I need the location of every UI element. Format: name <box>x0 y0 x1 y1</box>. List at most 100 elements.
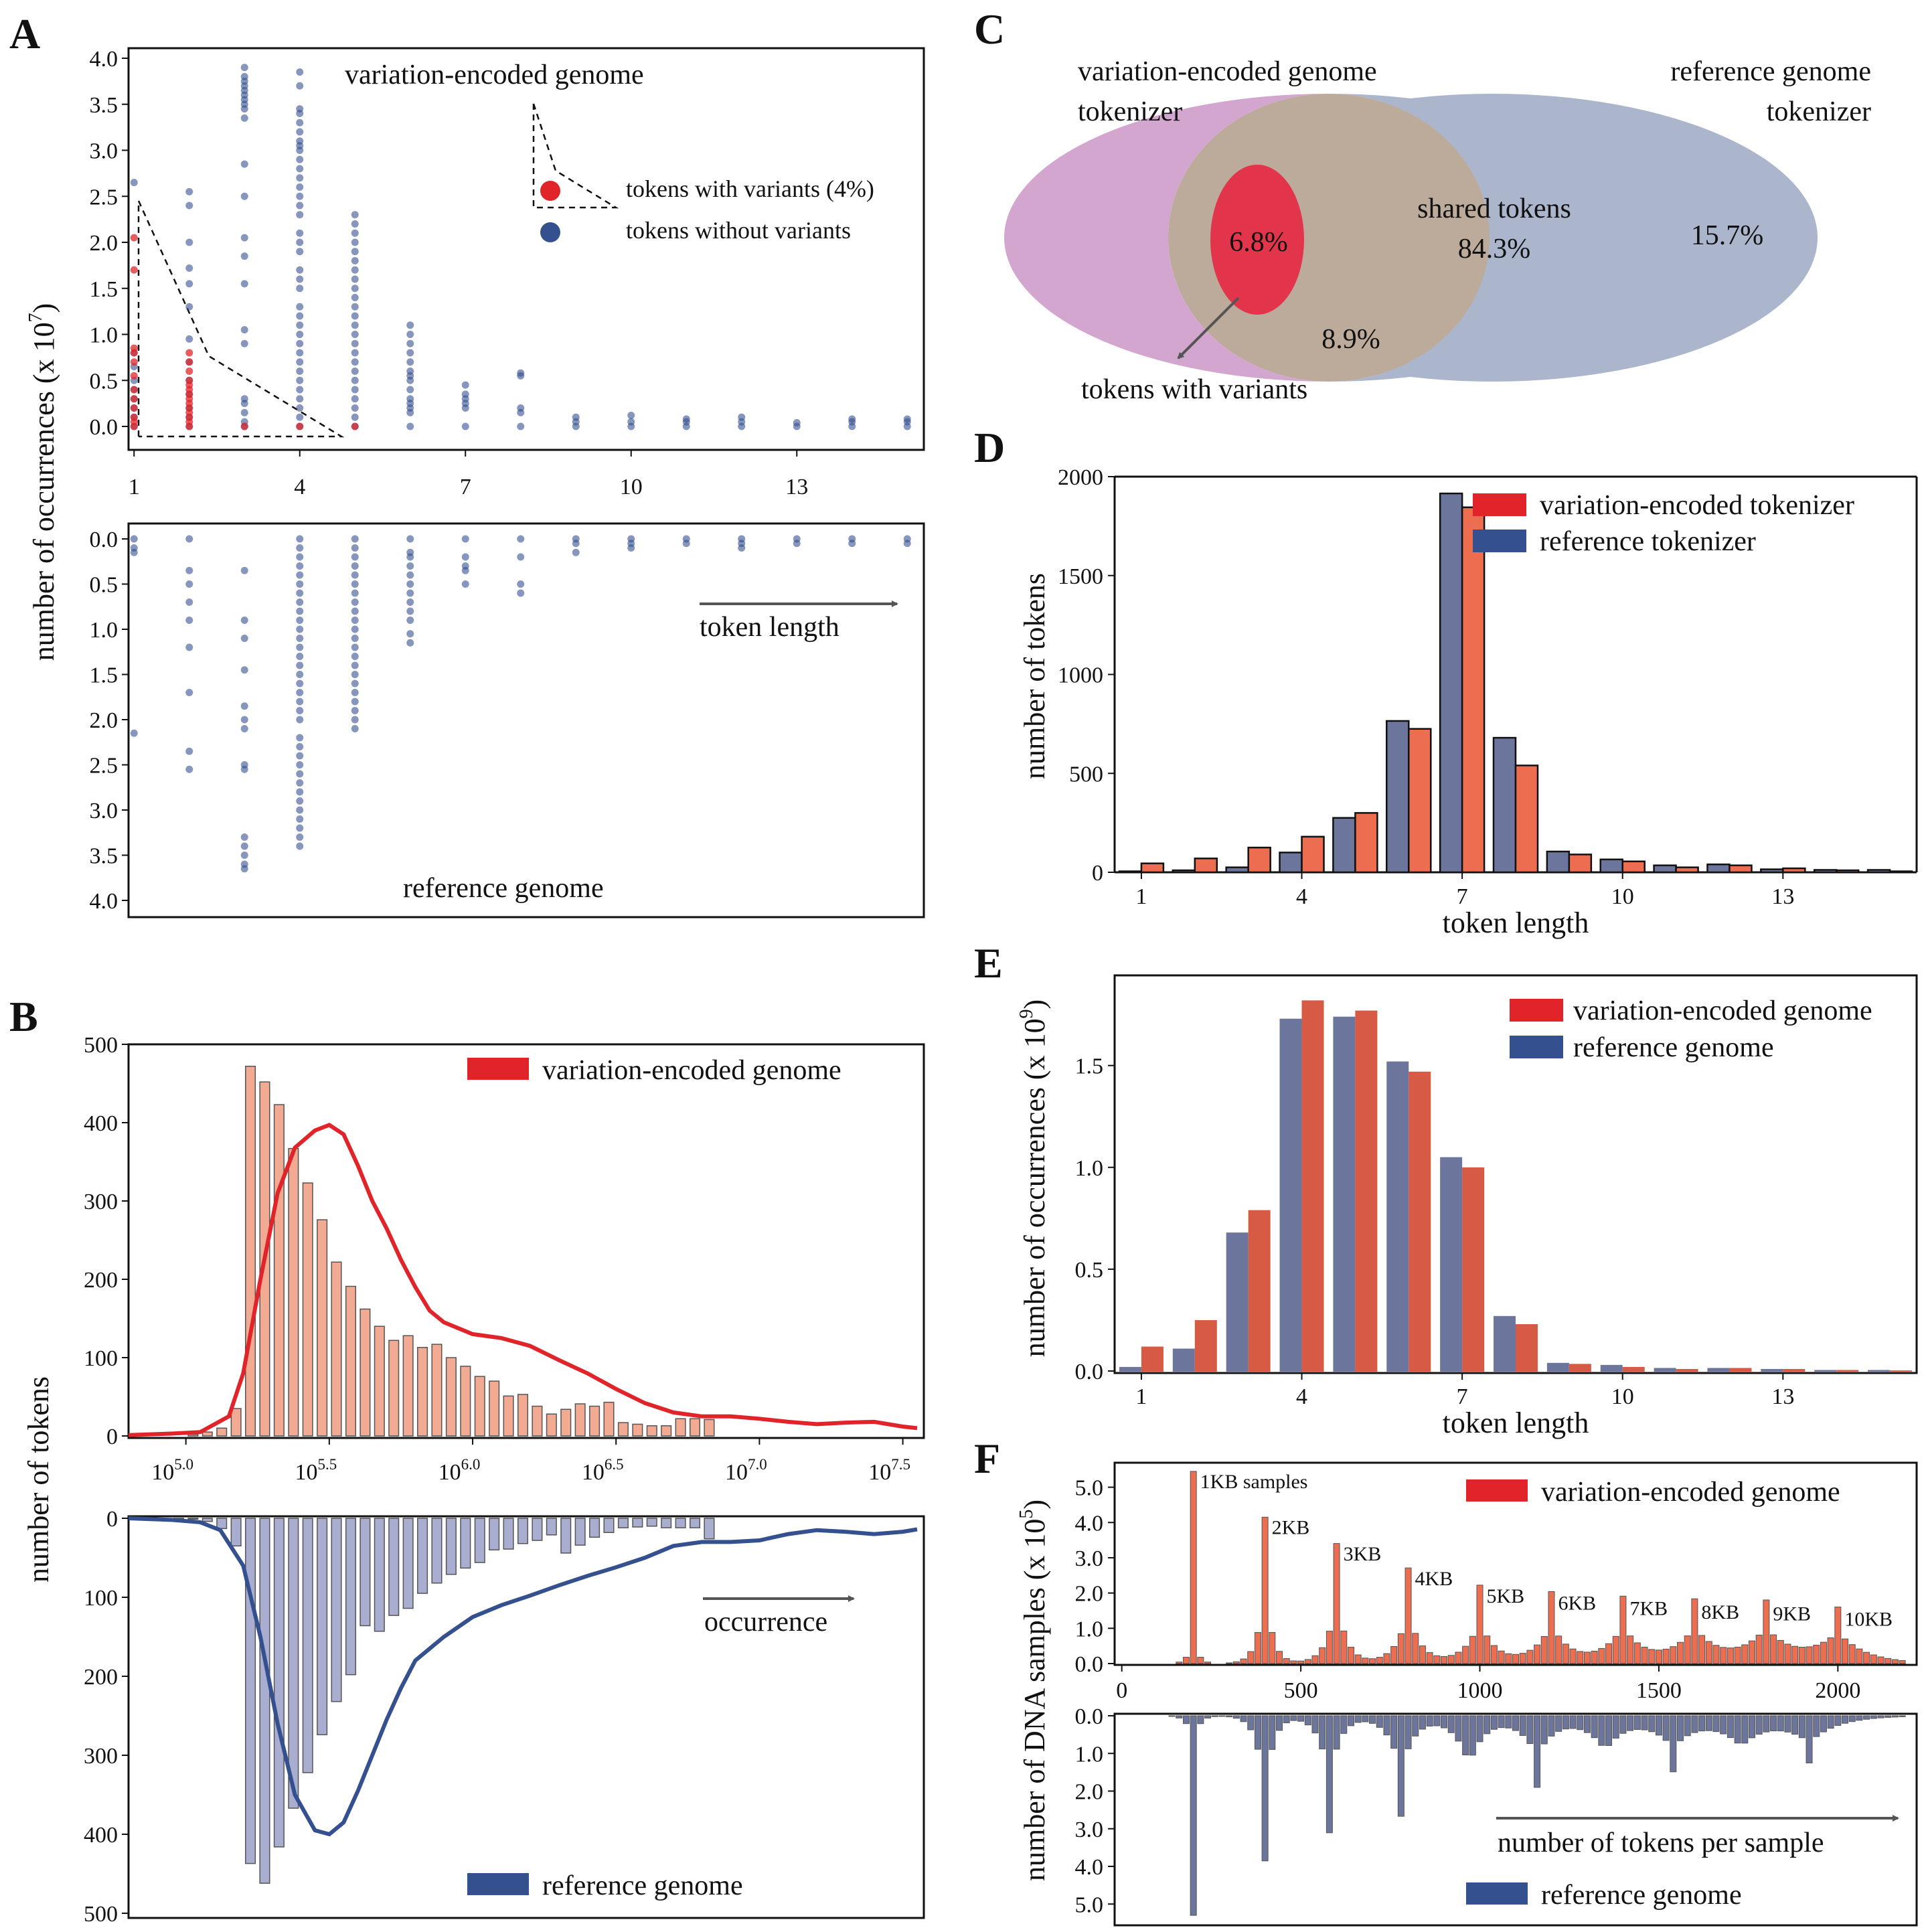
histogram-bar <box>517 1518 529 1544</box>
panel-b-bottom-y-ticks: 0 100 200 300 400 500 <box>84 1507 129 1927</box>
histogram-bar <box>1498 1715 1505 1728</box>
y-tick-label: 0.0 <box>1075 1704 1104 1729</box>
histogram-bar <box>1326 1631 1333 1664</box>
panel-f-ticks: 0.0 1.0 2.0 3.0 4.0 5.0 0.0 1.0 2.0 3.0 4.0 5.0 0 500… <box>1075 1476 1861 1918</box>
panel-e-x-axis-label: token length <box>1443 1406 1589 1439</box>
histogram-bar <box>288 1518 299 1809</box>
scatter-point-without-variants <box>240 280 248 288</box>
histogram-bar <box>1734 1646 1741 1664</box>
histogram-bar <box>689 1518 701 1528</box>
reference-genome-bar <box>1226 1232 1249 1372</box>
histogram-bar <box>1798 1715 1805 1739</box>
y-tick-label: 3.0 <box>90 799 118 823</box>
scatter-point-without-variants <box>185 335 193 343</box>
histogram-bar <box>1347 1715 1354 1726</box>
scatter-point-without-variants <box>572 413 580 421</box>
histogram-bar <box>1705 1641 1712 1664</box>
scatter-point <box>296 589 304 597</box>
scatter-point-without-variants <box>351 220 359 228</box>
peak-label: 6KB <box>1558 1593 1596 1615</box>
scatter-point-with-variants <box>130 413 138 421</box>
histogram-bar <box>1548 1715 1555 1737</box>
scatter-point <box>296 661 304 669</box>
scatter-point-without-variants <box>406 358 414 366</box>
reference-genome-bar <box>1600 1364 1623 1372</box>
scatter-point-without-variants <box>351 312 359 320</box>
scatter-point <box>185 580 193 588</box>
histogram-bar <box>617 1422 629 1437</box>
histogram-bar <box>1455 1715 1462 1742</box>
panel-e-y-axis-label: number of occurrences (x 109) <box>1016 999 1051 1357</box>
histogram-bar <box>445 1357 457 1437</box>
scatter-point-without-variants <box>406 339 414 347</box>
panel-e-ticks: 0.0 0.5 1.0 1.5 1 4 7 10 13 <box>1075 1054 1795 1409</box>
panel-e-legend-blue-label: reference genome <box>1573 1032 1774 1063</box>
reference-genome-bar <box>1546 1362 1569 1372</box>
x-tick-label: 13 <box>1771 884 1794 909</box>
x-tick-label: 1500 <box>1636 1678 1682 1703</box>
histogram-bar <box>431 1344 443 1437</box>
histogram-bar <box>1354 1715 1362 1723</box>
histogram-bar <box>1441 1656 1448 1664</box>
scatter-point <box>406 580 414 588</box>
variation-tokenizer-bar <box>1835 869 1860 874</box>
histogram-bar <box>402 1518 414 1609</box>
y-tick-label: 5.0 <box>1075 1893 1104 1917</box>
histogram-bar <box>1870 1654 1877 1664</box>
scatter-point-without-variants <box>296 137 304 145</box>
histogram-bar <box>1512 1715 1519 1731</box>
scatter-point-without-variants <box>296 155 304 163</box>
scatter-point-with-variants <box>351 422 359 430</box>
scatter-point-without-variants <box>296 229 304 237</box>
scatter-point-without-variants <box>351 303 359 311</box>
scatter-point-without-variants <box>406 349 414 357</box>
x-tick-label: 0 <box>1116 1678 1127 1703</box>
scatter-point-without-variants <box>185 264 193 272</box>
histogram-bar <box>1791 1715 1799 1735</box>
panel-d-y-axis-label: number of tokens <box>1018 573 1051 779</box>
scatter-point <box>240 716 248 724</box>
panel-a-bottom-scatter <box>130 535 911 873</box>
histogram-bar <box>1362 1715 1369 1722</box>
scatter-point <box>351 562 359 570</box>
histogram-bar <box>1519 1653 1526 1664</box>
scatter-point <box>240 725 248 732</box>
histogram-bar <box>1748 1640 1755 1664</box>
scatter-point-without-variants <box>517 422 525 430</box>
scatter-point-without-variants <box>296 349 304 357</box>
histogram-bar <box>1591 1715 1598 1739</box>
y-tick-label: 0 <box>106 1425 118 1449</box>
panel-e-legend-red-swatch <box>1510 999 1563 1022</box>
histogram-bar <box>1362 1658 1369 1664</box>
reference-tokenizer-bar <box>1546 850 1571 874</box>
panel-a-top-title: variation-encoded genome <box>345 60 644 90</box>
scatter-point <box>296 833 304 841</box>
histogram-bar <box>1641 1715 1648 1730</box>
histogram-bar <box>1433 1655 1441 1664</box>
scatter-point-without-variants <box>406 395 414 403</box>
histogram-bar <box>1483 1635 1491 1664</box>
scatter-point-without-variants <box>296 312 304 320</box>
histogram-bar <box>474 1376 485 1437</box>
x-tick-label: 7 <box>460 475 471 499</box>
scatter-point-without-variants <box>351 275 359 283</box>
scatter-point <box>296 679 304 688</box>
variation-genome-bar <box>1676 1368 1698 1372</box>
histogram-bar <box>1505 1653 1512 1664</box>
x-tick-label: 7 <box>1457 884 1468 909</box>
scatter-point-with-variants <box>130 395 138 403</box>
x-tick-label: 1 <box>1135 1384 1147 1409</box>
reference-tokenizer-bar <box>1599 858 1623 874</box>
scatter-point <box>351 725 359 732</box>
histogram-bar <box>1254 1632 1261 1664</box>
histogram-bar <box>532 1518 543 1541</box>
histogram-bar <box>1290 1715 1297 1721</box>
scatter-point <box>296 607 304 615</box>
scatter-point <box>296 625 304 633</box>
y-tick-label: 100 <box>84 1346 118 1371</box>
peak-label: 5KB <box>1487 1585 1525 1607</box>
scatter-point-without-variants <box>296 238 304 246</box>
scatter-point <box>351 698 359 706</box>
histogram-bar <box>1884 1658 1892 1664</box>
histogram-bar <box>1304 1659 1311 1664</box>
